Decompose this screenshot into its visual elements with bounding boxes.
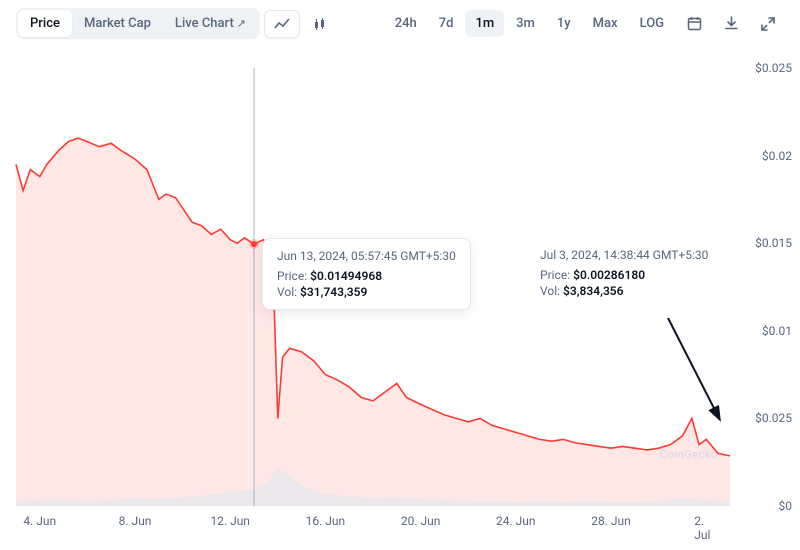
range-3m[interactable]: 3m: [506, 10, 545, 37]
download-icon[interactable]: [715, 10, 748, 37]
range-1y[interactable]: 1y: [547, 10, 581, 37]
annotation-vol-value: $3,834,356: [563, 284, 623, 298]
x-axis-label: 24. Jun: [496, 514, 536, 528]
candlestick-icon[interactable]: [304, 11, 338, 37]
y-axis-label: $0.02: [762, 149, 792, 163]
annotation-vol-label: Vol:: [540, 284, 560, 298]
range-7d[interactable]: 7d: [429, 10, 464, 37]
x-axis-label: 16. Jun: [306, 514, 346, 528]
watermark: CoinGecko: [660, 448, 718, 461]
range-1m[interactable]: 1m: [465, 10, 504, 37]
y-axis: $0.025$0.02$0.015$0.01$0.025$0: [732, 48, 792, 506]
tab-live-chart-label: Live Chart: [175, 16, 234, 31]
tooltip-vol-value: $31,743,359: [300, 285, 367, 299]
tooltip-jun13: Jun 13, 2024, 05:57:45 GMT+5:30 Price: $…: [262, 238, 471, 310]
tooltip-price-value: $0.01494968: [310, 269, 382, 283]
expand-icon[interactable]: [752, 11, 784, 37]
y-axis-label: $0.01: [762, 324, 792, 338]
range-log[interactable]: LOG: [630, 10, 674, 37]
tab-live-chart[interactable]: Live Chart↗: [163, 10, 258, 37]
tooltip-vol-label: Vol:: [277, 285, 297, 299]
annotation-price-label: Price:: [540, 268, 570, 282]
x-axis-label: 20. Jun: [401, 514, 441, 528]
annotation-price-value: $0.00286180: [573, 268, 645, 282]
range-24h[interactable]: 24h: [385, 10, 427, 37]
y-axis-label: $0.025: [755, 411, 792, 425]
y-axis-label: $0.025: [755, 61, 792, 75]
tab-price[interactable]: Price: [18, 10, 72, 37]
x-axis-label: 2. Jul: [694, 514, 718, 542]
y-axis-label: $0: [779, 499, 793, 513]
range-max[interactable]: Max: [583, 10, 628, 37]
tooltip-date: Jun 13, 2024, 05:57:45 GMT+5:30: [277, 249, 456, 263]
x-axis: 4. Jun 8. Jun 12. Jun 16. Jun 20. Jun 24. Jun…: [16, 514, 730, 534]
range-tabs: 24h 7d 1m 3m 1y Max LOG: [385, 10, 674, 37]
x-axis-label: 12. Jun: [210, 514, 250, 528]
annotation-jul3: Jul 3, 2024, 14:38:44 GMT+5:30 Price: $0…: [540, 248, 708, 298]
annotation-date: Jul 3, 2024, 14:38:44 GMT+5:30: [540, 248, 708, 262]
x-axis-label: 4. Jun: [23, 514, 56, 528]
calendar-icon[interactable]: [678, 10, 711, 37]
chart-container: $0.025 $0.02 $0.015 $0.01 $0.025 $0 4. Jun 8. …: [0, 48, 800, 546]
tooltip-price-label: Price:: [277, 269, 307, 283]
y-axis-label: $0.015: [755, 236, 792, 250]
view-tabs: Price Market Cap Live Chart↗: [16, 8, 260, 39]
x-axis-label: 8. Jun: [119, 514, 152, 528]
external-link-icon: ↗: [237, 17, 246, 30]
toolbar: Price Market Cap Live Chart↗ 24h 7d 1m 3…: [0, 0, 800, 48]
x-axis-label: 28. Jun: [591, 514, 631, 528]
tab-market-cap[interactable]: Market Cap: [72, 10, 163, 37]
line-chart-icon[interactable]: [264, 10, 300, 38]
